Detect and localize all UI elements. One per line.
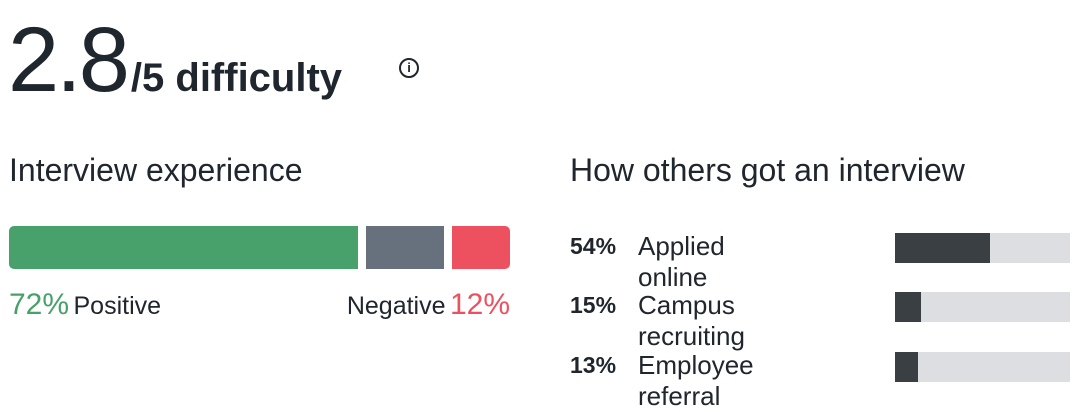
source-percent: 15% [570,292,617,318]
neutral-segment [366,226,444,269]
positive-segment [9,226,359,269]
negative-summary: Negative 12% [347,288,510,322]
source-bar [895,233,1070,263]
difficulty-value: 2.8 [8,9,130,111]
source-bar-fill [895,292,922,322]
source-percent: 13% [570,352,617,378]
positive-label: Positive [73,292,162,320]
source-percent: 54% [570,233,617,259]
interview-sources-title: How others got an interview [570,152,965,188]
source-bar [895,292,1070,322]
difficulty-rating: 2.8/5 difficulty [8,8,342,113]
source-bar-fill [895,352,918,382]
difficulty-suffix: /5 difficulty [130,56,343,100]
interview-experience-title: Interview experience [9,152,303,188]
source-label: Applied online [638,231,725,292]
info-icon[interactable]: i [399,58,419,78]
source-label: Campus recruiting [638,290,745,351]
negative-percent: 12% [449,288,510,321]
positive-percent: 72% [9,288,70,321]
source-bar [895,352,1070,382]
negative-segment [451,226,510,269]
negative-label: Negative [346,292,446,320]
source-bar-fill [895,233,990,263]
source-label: Employee referral [638,350,754,411]
positive-summary: 72% Positive [9,288,161,322]
